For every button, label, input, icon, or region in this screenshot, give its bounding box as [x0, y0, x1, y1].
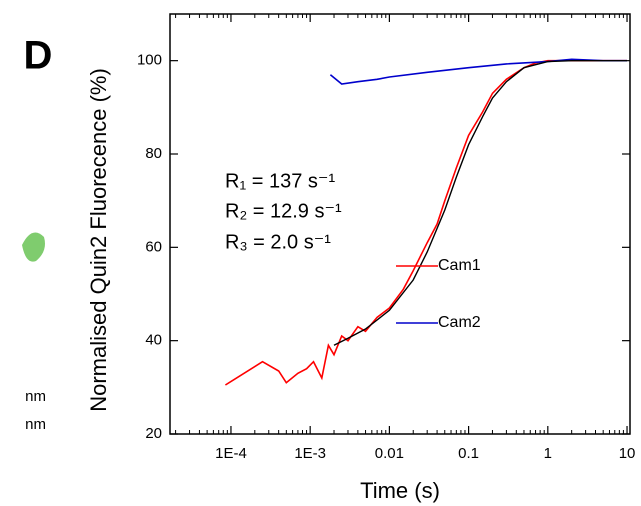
y-tick-label: 40: [145, 332, 162, 349]
line: [333, 60, 627, 346]
x-axis-label: Time (s): [360, 478, 440, 503]
plot-frame: [169, 13, 631, 435]
side-label: nm: [25, 416, 46, 433]
y-tick-label: 80: [145, 145, 162, 162]
line: [224, 59, 627, 386]
panel-label: D: [24, 34, 53, 78]
x-tick-label: 10: [619, 445, 636, 462]
y-axis-label: Normalised Quin2 Fluorecence (%): [86, 68, 111, 412]
legend-label: Cam1: [438, 257, 481, 274]
annotation: R₁ = 137 s⁻¹: [225, 170, 335, 192]
y-tick-label: 20: [145, 425, 162, 442]
x-tick-label: 0.01: [375, 445, 404, 462]
annotation: R₃ = 2.0 s⁻¹: [225, 231, 331, 253]
line: [329, 58, 627, 85]
y-tick-label: 100: [137, 52, 162, 69]
x-tick-label: 1E-4: [215, 445, 247, 462]
x-tick-label: 1: [544, 445, 552, 462]
side-label: nm: [25, 388, 46, 405]
x-tick-label: 0.1: [458, 445, 479, 462]
x-tick-label: 1E-3: [294, 445, 326, 462]
y-tick-label: 60: [145, 238, 162, 255]
image-fragment: [22, 232, 45, 262]
annotation: R₂ = 12.9 s⁻¹: [225, 200, 342, 222]
legend-label: Cam2: [438, 314, 481, 331]
